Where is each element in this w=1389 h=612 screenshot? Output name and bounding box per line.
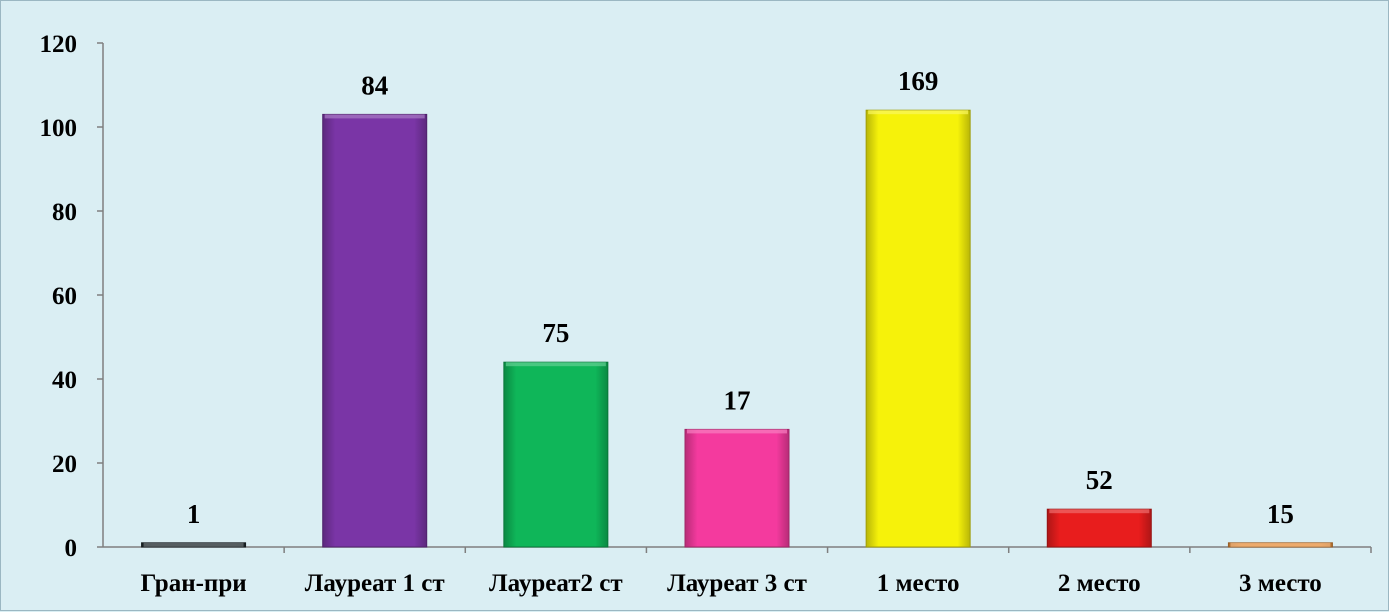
category-label: Лауреат2 ст: [489, 570, 623, 597]
bar: [322, 113, 428, 548]
data-label: 75: [542, 318, 569, 348]
category-label: 2 место: [1058, 570, 1141, 597]
y-tick-label: 60: [52, 283, 77, 310]
category-label: Лауреат 3 ст: [667, 570, 807, 597]
bar-highlight: [324, 114, 425, 119]
bar-highlight: [1230, 542, 1331, 547]
data-label: 15: [1267, 499, 1294, 529]
data-label: 84: [361, 70, 388, 100]
category-label: Гран-при: [140, 570, 246, 597]
data-label: 1: [187, 499, 201, 529]
bar-highlight: [687, 429, 787, 434]
bar-highlight: [1049, 509, 1150, 514]
category-label: 3 место: [1239, 570, 1322, 597]
bars: [141, 109, 1333, 548]
y-tick-label: 0: [65, 535, 78, 562]
data-label: 169: [898, 66, 939, 96]
category-label: Лауреат 1 ст: [305, 570, 445, 597]
bar-highlight: [868, 110, 969, 115]
axes: 0 20 40 60 80 100 120: [40, 31, 1372, 562]
y-tick-label: 80: [52, 199, 77, 226]
labels: 1 Гран-при 84 Лауреат 1 ст 75 Лауреат2 ст 17 Ла…: [140, 66, 1321, 597]
y-tick-label: 100: [40, 115, 78, 142]
y-tick-label: 20: [52, 451, 77, 478]
y-tick-label: 40: [52, 367, 77, 394]
bar: [865, 109, 971, 548]
bar: [503, 361, 609, 548]
bar-highlight: [143, 542, 244, 547]
y-tick-label: 120: [40, 31, 78, 58]
data-label: 17: [724, 385, 751, 415]
category-label: 1 место: [877, 570, 960, 597]
bar-highlight: [505, 362, 606, 367]
data-label: 52: [1086, 465, 1113, 495]
bar: [1046, 508, 1152, 548]
bar: [684, 428, 790, 548]
